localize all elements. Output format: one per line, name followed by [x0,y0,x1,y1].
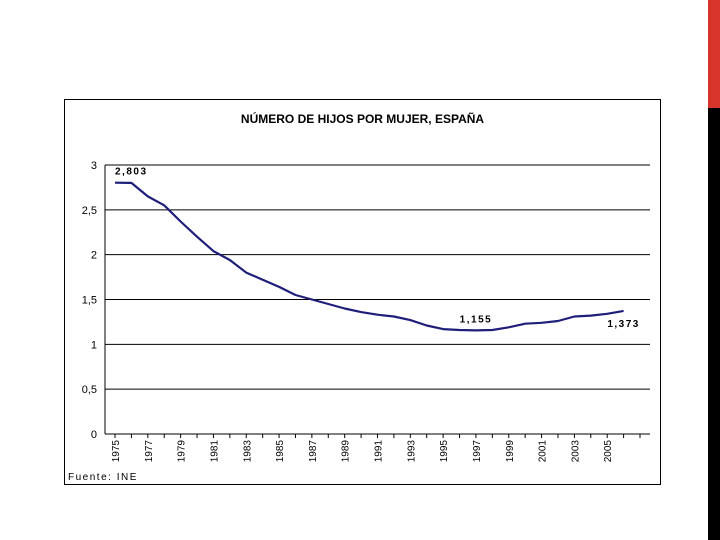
x-tick-label: 1987 [308,440,319,463]
x-tick-label: 2005 [603,440,614,463]
x-tick-label: 1979 [177,440,188,463]
x-tick-label: 1993 [406,440,417,463]
x-tick-label: 1975 [111,440,122,463]
x-tick-label: 1981 [209,440,220,463]
x-tick-label: 1983 [242,440,253,463]
data-label: 1,155 [460,314,493,325]
x-tick-label: 1989 [341,440,352,463]
x-tick-label: 1995 [439,440,450,463]
y-tick-label: 1,5 [82,295,97,307]
x-tick-label: 2001 [538,440,549,463]
source-note: Fuente: INE [68,472,138,483]
side-decor-bar [708,0,720,540]
y-tick-label: 1 [91,339,97,351]
data-label: 1,373 [607,319,640,330]
x-tick-label: 1991 [374,440,385,463]
side-accent-strip [708,0,720,108]
y-tick-label: 2 [91,250,97,262]
x-tick-label: 1997 [472,440,483,463]
x-tick-label: 1985 [275,440,286,463]
x-tick-label: 1999 [505,440,516,463]
chart-frame: NÚMERO DE HIJOS POR MUJER, ESPAÑA 0 0,5 1 1… [64,99,661,485]
x-tick-label: 2003 [570,440,581,463]
side-dark-strip [708,108,720,540]
series-line [114,181,624,332]
data-label: 2,803 [115,167,148,178]
chart-title: NÚMERO DE HIJOS POR MUJER, ESPAÑA [240,112,485,126]
chart-plot: 0 0,5 1 1,5 2 2,5 3 1975 1977 1979 1981 1983 1985 198… [82,160,650,463]
y-tick-label: 0,5 [82,384,97,396]
y-tick-label: 3 [91,160,97,172]
y-tick-label: 2,5 [82,205,97,217]
x-tick-label: 1977 [144,440,155,463]
y-tick-label: 0 [91,429,97,441]
